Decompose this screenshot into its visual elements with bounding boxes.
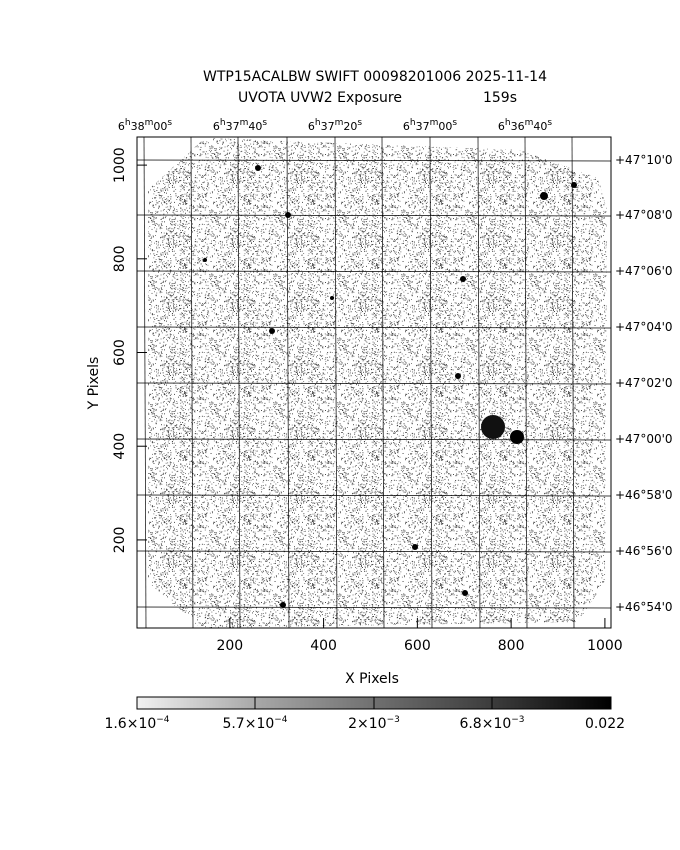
y-tick-label: 1000 [112, 147, 128, 183]
ra-unit: h [505, 118, 511, 128]
x-axis-label: X Pixels [345, 671, 399, 687]
dec-label: +47°02'0 [615, 376, 673, 390]
ra-value: 6 [213, 120, 220, 133]
colorbar-exponent: −4 [156, 715, 170, 725]
dec-grid-line [136, 270, 612, 273]
ra-grid-line [571, 136, 575, 629]
ra-grid-line [237, 136, 241, 629]
ra-grid-line [286, 136, 290, 629]
dec-grid-line [136, 382, 612, 385]
ra-unit: h [315, 118, 321, 128]
colorbar-label: 1.6×10−4 [104, 715, 169, 732]
y-tick-label: 600 [112, 339, 128, 366]
ra-value: 37 [416, 120, 430, 133]
ra-unit: m [525, 118, 534, 128]
subtitle-right: 159s [483, 90, 517, 106]
ra-unit: s [547, 118, 552, 128]
dec-label: +46°58'0 [615, 488, 673, 502]
dec-label: +47°10'0 [615, 153, 673, 167]
ra-unit: s [452, 118, 457, 128]
ra-value: 6 [403, 120, 410, 133]
ra-value: 6 [308, 120, 315, 133]
sources [203, 165, 577, 608]
ra-unit: m [145, 118, 154, 128]
dec-grid-line [136, 214, 612, 217]
colorbar-mantissa: 2×10 [348, 716, 386, 732]
colorbar-exponent: −3 [387, 715, 400, 725]
ra-unit: h [125, 118, 131, 128]
exposure-image [148, 138, 607, 628]
dec-grid-line [136, 550, 612, 553]
dec-grid-line [136, 606, 612, 609]
x-tick-label: 800 [498, 638, 525, 654]
ra-value: 20 [343, 120, 357, 133]
dec-grid-line [136, 326, 612, 329]
dec-grid-line [136, 494, 612, 497]
y-tick-label: 200 [112, 527, 128, 554]
dec-label: +47°04'0 [615, 320, 673, 334]
ra-label: 6h37m00s [403, 118, 458, 133]
ra-unit: m [240, 118, 249, 128]
colorbar-mantissa: 6.8×10 [459, 716, 511, 732]
ra-unit: s [357, 118, 362, 128]
colorbar-label: 5.7×10−4 [222, 715, 287, 732]
ra-unit: s [262, 118, 267, 128]
ra-unit: m [335, 118, 344, 128]
dec-label: +46°56'0 [615, 544, 673, 558]
ra-grid-line [524, 136, 528, 629]
y-tick-label: 400 [112, 433, 128, 460]
colorbar-exponent: −4 [274, 715, 288, 725]
ra-value: 40 [248, 120, 262, 133]
ra-unit: h [410, 118, 416, 128]
ra-grid-line [477, 136, 481, 629]
x-tick-label: 400 [310, 638, 337, 654]
ra-grid-line [143, 136, 147, 629]
ra-grid-line [334, 136, 338, 629]
y-axis-label: Y Pixels [86, 357, 102, 411]
ra-value: 38 [131, 120, 145, 133]
ra-unit: s [167, 118, 172, 128]
dec-grid-line [136, 438, 612, 441]
ra-value: 37 [226, 120, 240, 133]
ra-value: 6 [118, 120, 125, 133]
colorbar-mantissa: 0.022 [585, 716, 625, 732]
colorbar-mantissa: 1.6×10 [104, 716, 156, 732]
ra-label: 6h38m00s [118, 118, 173, 133]
dec-grid-line [136, 159, 612, 162]
colorbar-mantissa: 5.7×10 [222, 716, 274, 732]
ra-label: 6h37m20s [308, 118, 363, 133]
title: WTP15ACALBW SWIFT 00098201006 2025-11-14 [203, 69, 547, 85]
ra-grid-line [381, 136, 385, 629]
ra-value: 40 [533, 120, 547, 133]
plot-frame [136, 136, 612, 629]
y-tick-label: 800 [112, 245, 128, 272]
dec-label: +47°06'0 [615, 264, 673, 278]
ra-value: 6 [498, 120, 505, 133]
ra-unit: h [220, 118, 226, 128]
ra-value: 37 [321, 120, 335, 133]
ra-label: 6h36m40s [498, 118, 553, 133]
ra-unit: m [430, 118, 439, 128]
colorbar-label: 6.8×10−3 [459, 715, 524, 732]
ra-value: 00 [438, 120, 452, 133]
colorbar-label: 2×10−3 [348, 715, 400, 732]
ra-grid-line [429, 136, 433, 629]
x-tick-label: 600 [404, 638, 431, 654]
dec-label: +47°00'0 [615, 432, 673, 446]
ra-value: 00 [153, 120, 167, 133]
ra-grid-line [190, 136, 194, 629]
x-tick-label: 200 [216, 638, 243, 654]
ra-value: 36 [511, 120, 525, 133]
x-tick-label: 1000 [587, 638, 623, 654]
colorbar-exponent: −3 [511, 715, 524, 725]
dec-label: +47°08'0 [615, 208, 673, 222]
coordinate-grid [136, 136, 612, 629]
subtitle-left: UVOTA UVW2 Exposure [238, 90, 402, 106]
ra-label: 6h37m40s [213, 118, 268, 133]
dec-label: +46°54'0 [615, 600, 673, 614]
colorbar-label: 0.022 [585, 716, 625, 732]
